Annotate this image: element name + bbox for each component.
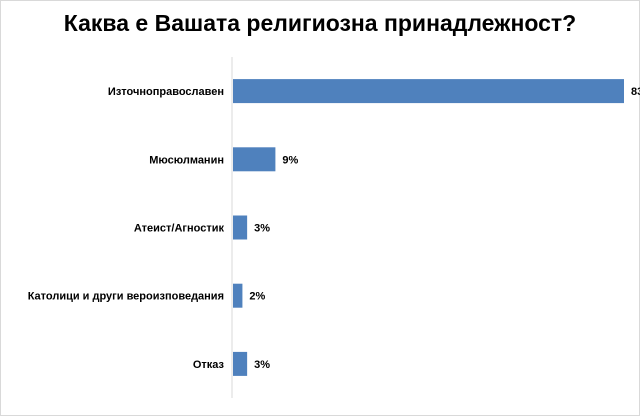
bar bbox=[233, 215, 248, 240]
bar bbox=[233, 351, 248, 376]
category-tick-label: Отказ bbox=[193, 359, 225, 371]
category-tick-label: Мюсюлманин bbox=[149, 154, 224, 166]
chart-title: Каква е Вашата религиозна принадлежност? bbox=[63, 10, 577, 36]
data-label: 9% bbox=[282, 154, 298, 166]
bar bbox=[233, 147, 276, 172]
bar bbox=[233, 79, 624, 104]
data-label: 83% bbox=[631, 86, 640, 98]
category-tick-label: Източноправославен bbox=[108, 86, 224, 98]
data-label: 3% bbox=[254, 359, 270, 371]
data-label: 2% bbox=[249, 291, 265, 303]
category-tick-label: Католици и други вероизповедания bbox=[28, 291, 224, 303]
category-tick-label: Атеист/Агностик bbox=[134, 223, 225, 235]
bar bbox=[233, 283, 243, 308]
data-label: 3% bbox=[254, 223, 270, 235]
